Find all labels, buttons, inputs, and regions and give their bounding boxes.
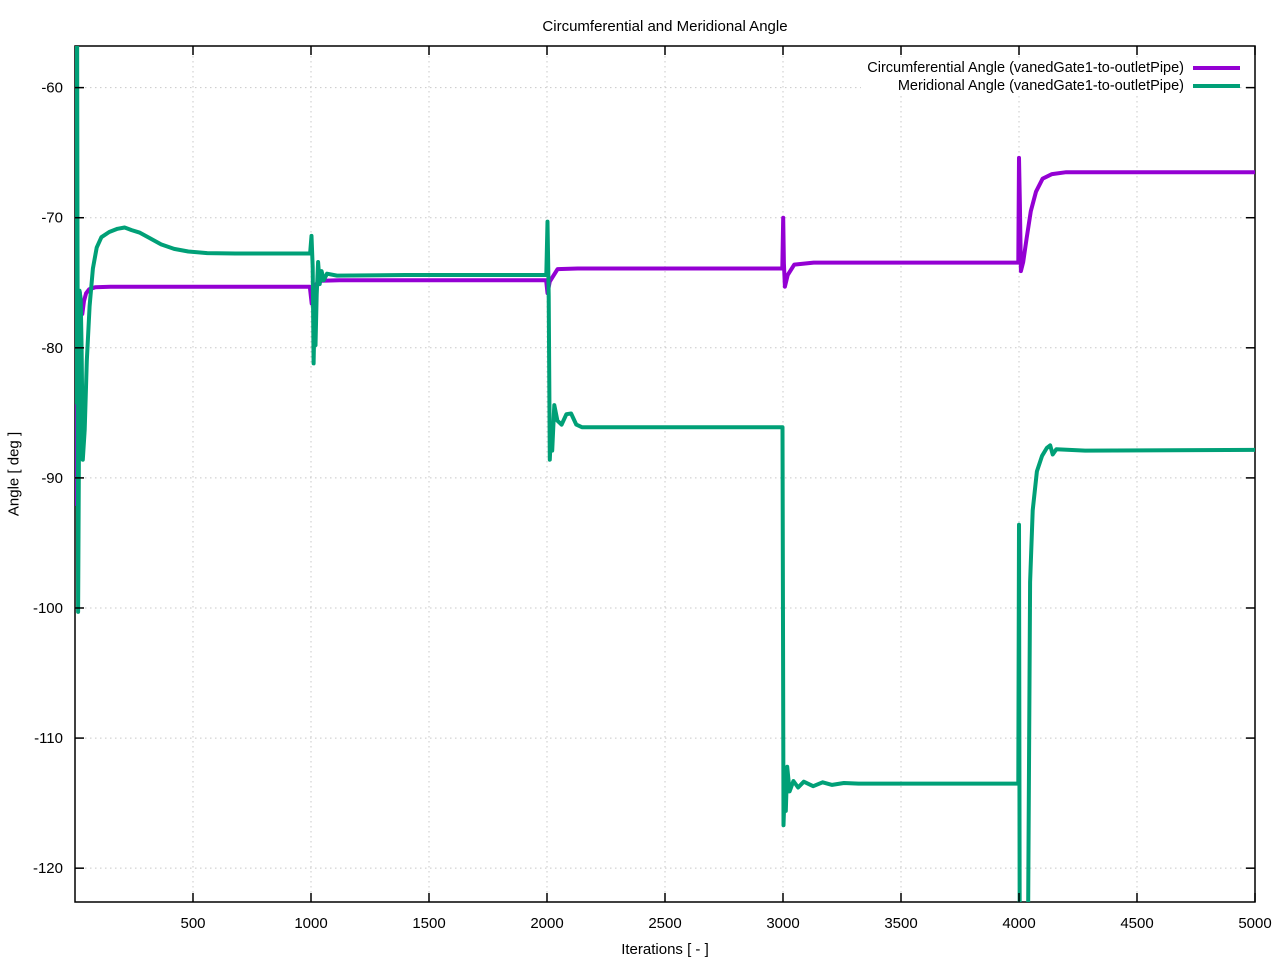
y-tick-label--120: -120 (33, 860, 63, 877)
x-tick-label-2500: 2500 (648, 915, 681, 932)
y-tick-label--90: -90 (41, 470, 63, 487)
x-tick-label-500: 500 (180, 915, 205, 932)
legend-swatch-meridional-line (1193, 84, 1240, 88)
y-tick-label--100: -100 (33, 600, 63, 617)
y-tick-label--80: -80 (41, 340, 63, 357)
legend: Circumferential Angle (vanedGate1-to-out… (861, 58, 1240, 96)
legend-item-circumferential: Circumferential Angle (vanedGate1-to-out… (867, 59, 1240, 77)
axis-ticks (75, 46, 1256, 902)
x-tick-label-4500: 4500 (1120, 915, 1153, 932)
x-axis-label: Iterations [ - ] (621, 941, 709, 958)
y-tick-label--110: -110 (34, 730, 63, 747)
grid (75, 46, 1256, 902)
series-meridional-line (75, 46, 1255, 902)
legend-label-circumferential: Circumferential Angle (vanedGate1-to-out… (867, 60, 1184, 76)
chart-title: Circumferential and Meridional Angle (542, 18, 788, 35)
x-tick-label-1500: 1500 (412, 915, 445, 932)
legend-label-meridional: Meridional Angle (vanedGate1-to-outletPi… (897, 78, 1184, 94)
x-tick-label-3000: 3000 (766, 915, 799, 932)
plot-border (74, 45, 1256, 903)
x-tick-label-5000: 5000 (1238, 915, 1271, 932)
legend-item-meridional: Meridional Angle (vanedGate1-to-outletPi… (867, 77, 1240, 95)
x-tick-label-2000: 2000 (530, 915, 563, 932)
x-tick-label-4000: 4000 (1002, 915, 1035, 932)
y-tick-label--70: -70 (41, 210, 63, 227)
x-tick-label-3500: 3500 (884, 915, 917, 932)
y-tick-label--60: -60 (41, 80, 63, 97)
x-tick-label-1000: 1000 (294, 915, 327, 932)
legend-swatch-circumferential-line (1193, 66, 1240, 70)
y-axis-label: Angle [ deg ] (5, 431, 23, 517)
